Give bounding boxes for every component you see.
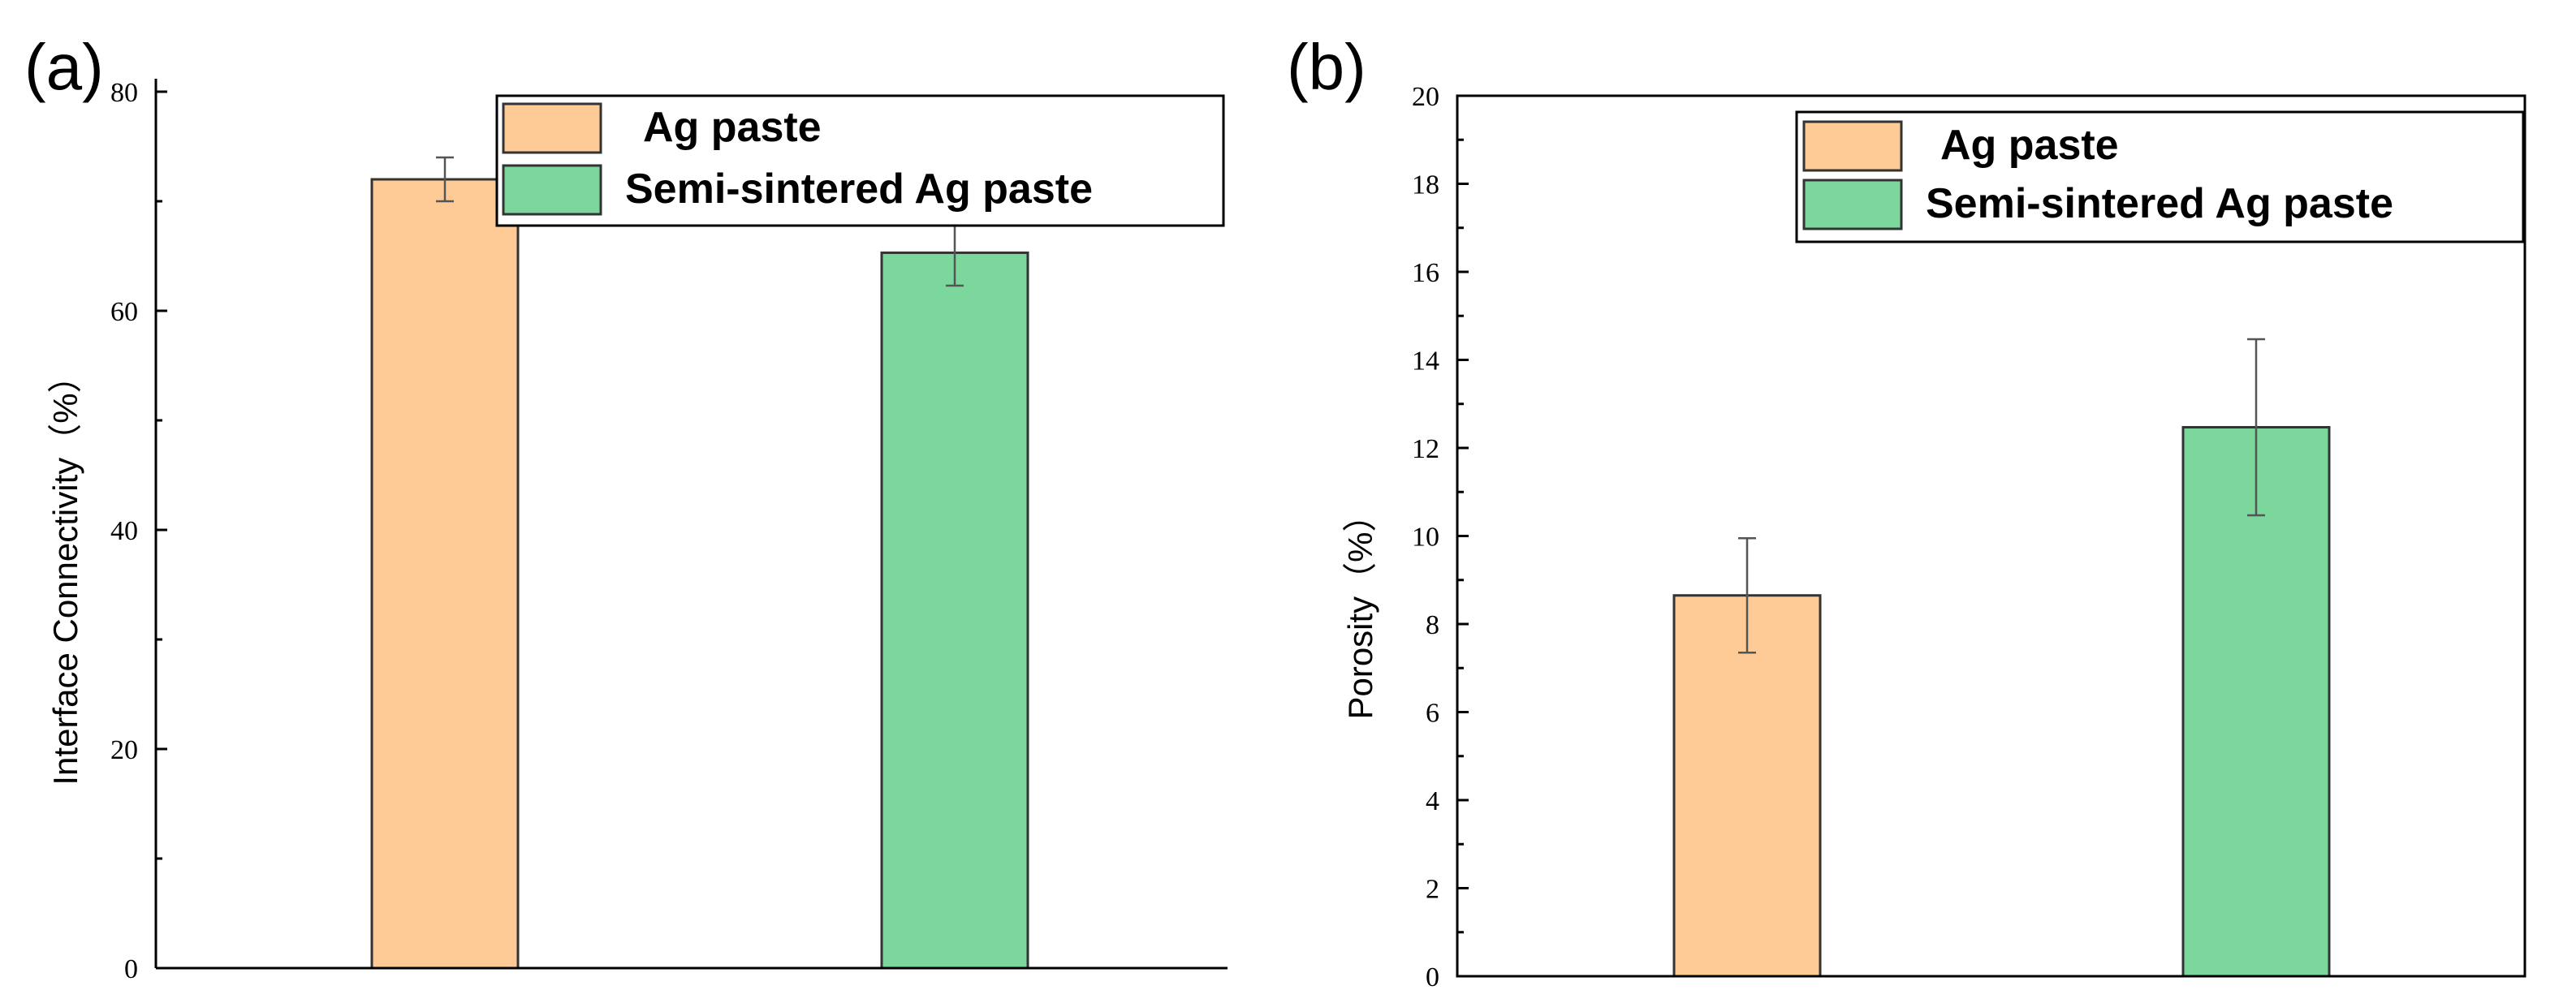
- panel-b-legend-label-ag-paste: Ag paste: [1940, 122, 2119, 169]
- panel-a-y-tick-label: 80: [110, 78, 138, 108]
- panel-b-error-bar-ag-paste: [1738, 536, 1756, 654]
- panel-b-legend-box: [1795, 110, 2525, 243]
- panel-a-interface-connectivity: (a) Interface Connectivity（%） 020406080 …: [24, 31, 1228, 984]
- panel-b-error-bar-semi-sintered: [2247, 338, 2265, 517]
- panel-b-y-axis-title: Porosity（%）: [1341, 497, 1379, 719]
- panel-b-label: (b): [1287, 31, 1366, 103]
- panel-b-y-tick-label: 20: [1412, 82, 1439, 112]
- panel-b-y-ticks: 0 2 4 6 8 10 12 14 16 18 20: [1412, 82, 1469, 992]
- panel-a-legend: Ag paste Semi-sintered Ag paste: [495, 94, 1225, 227]
- panel-b-y-tick-label: 8: [1426, 610, 1439, 640]
- panel-a-y-axis-title: Interface Connectivity（%）: [46, 359, 84, 785]
- panel-a-bar-ag-paste: [370, 178, 520, 970]
- panel-b-bars: [1672, 426, 2331, 978]
- panel-b-y-tick-label: 12: [1412, 434, 1439, 464]
- panel-b-legend: Ag paste Semi-sintered Ag paste: [1795, 110, 2525, 243]
- panel-a-legend-label-ag-paste: Ag paste: [643, 104, 822, 151]
- panel-a-error-bar-ag-paste: [436, 156, 454, 203]
- panel-b-legend-swatch-ag-paste: [1802, 120, 1903, 172]
- panel-a-legend-swatch-semi-sintered: [502, 164, 602, 216]
- panel-b-error-bars: [1738, 338, 2265, 654]
- panel-a-legend-swatch-ag-paste: [502, 102, 602, 154]
- panel-b-y-tick-label: 14: [1412, 347, 1439, 377]
- panel-b-legend-label-semi-sintered: Semi-sintered Ag paste: [1926, 180, 2393, 227]
- panel-b-y-tick-label: 16: [1412, 258, 1439, 288]
- panel-a-bars: [370, 178, 1029, 970]
- panel-b-bar-ag-paste: [1672, 594, 1822, 978]
- panel-b-y-tick-label: 10: [1412, 523, 1439, 553]
- panel-a-y-ticks: 0 20 40 60 80: [110, 78, 167, 984]
- panel-a-legend-box: [495, 94, 1225, 227]
- panel-a-y-tick-label: 20: [110, 735, 138, 765]
- panel-b-y-tick-label: 2: [1426, 875, 1439, 905]
- panel-a-y-tick-label: 0: [124, 954, 138, 984]
- panel-b-y-tick-label: 0: [1426, 962, 1439, 992]
- panel-a-y-tick-label: 40: [110, 516, 138, 546]
- panel-a-legend-label-semi-sintered: Semi-sintered Ag paste: [625, 166, 1093, 213]
- panel-a-bar-semi-sintered: [880, 251, 1029, 970]
- panel-b-frame: [1456, 94, 2526, 978]
- panel-b-porosity: (b) Porosity（%） 0 2 4 6 8 10 12 14 16 18 20 Ag pas…: [1287, 31, 2526, 992]
- panel-a-y-tick-label: 60: [110, 297, 138, 327]
- panel-b-y-tick-label: 18: [1412, 170, 1439, 200]
- panel-b-y-tick-label: 6: [1426, 699, 1439, 729]
- panel-b-legend-swatch-semi-sintered: [1802, 179, 1903, 230]
- panel-b-y-tick-label: 4: [1426, 786, 1439, 816]
- panel-a-label: (a): [24, 31, 104, 103]
